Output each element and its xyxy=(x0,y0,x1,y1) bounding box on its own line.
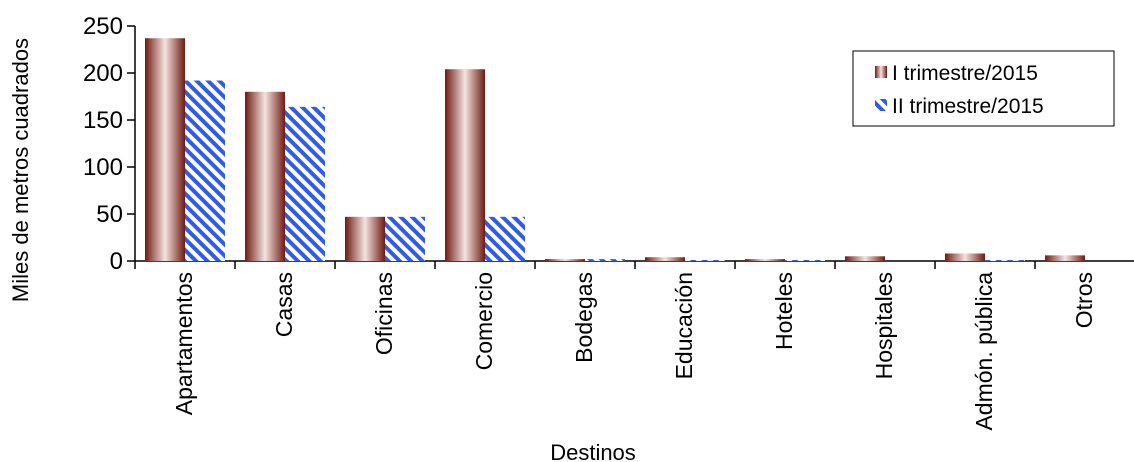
legend-label-series-0: I trimestre/2015 xyxy=(892,62,1038,85)
bar-series-0-4 xyxy=(545,259,585,261)
x-tick-label: Hoteles xyxy=(771,272,797,350)
legend: I trimestre/2015 II trimestre/2015 xyxy=(852,50,1115,127)
x-ticks: Apartamentos Casas Oficinas Comercio Bodegas… xyxy=(134,261,1097,431)
x-tick-label: Hospitales xyxy=(871,272,897,379)
y-ticks: 0 50 100 150 200 250 xyxy=(83,13,135,275)
y-axis-title: Miles de metros cuadrados xyxy=(8,38,33,302)
y-tick-label: 250 xyxy=(83,13,123,40)
x-tick-label: Admón. pública xyxy=(971,272,997,431)
y-tick-label: 100 xyxy=(83,154,123,181)
bar-series-0-0 xyxy=(145,38,185,261)
y-tick-label: 150 xyxy=(83,107,123,134)
x-tick-label: Casas xyxy=(271,272,297,337)
legend-swatch-series-1 xyxy=(875,99,887,111)
x-axis-title: Destinos xyxy=(550,440,636,462)
y-tick-label: 50 xyxy=(96,201,123,228)
x-tick-label: Comercio xyxy=(471,272,497,370)
legend-label-series-1: II trimestre/2015 xyxy=(892,95,1044,118)
bar-series-1-6 xyxy=(785,260,825,261)
x-tick-label: Bodegas xyxy=(571,272,597,363)
x-tick-label: Oficinas xyxy=(371,272,397,355)
bar-series-1-8 xyxy=(985,260,1025,261)
x-tick-label: Apartamentos xyxy=(171,272,197,415)
legend-swatch-series-0 xyxy=(875,66,887,78)
bar-series-0-1 xyxy=(245,91,285,261)
bar-series-1-3 xyxy=(485,216,525,261)
bar-series-0-3 xyxy=(445,69,485,262)
bars xyxy=(145,38,1085,262)
bar-series-0-5 xyxy=(645,257,685,261)
y-tick-label: 200 xyxy=(83,60,123,87)
x-tick-label: Educación xyxy=(671,272,697,379)
x-tick-label: Otros xyxy=(1071,272,1097,328)
bar-series-1-1 xyxy=(285,106,325,261)
bar-series-0-6 xyxy=(745,259,785,261)
bar-series-0-9 xyxy=(1045,255,1085,261)
legend-box xyxy=(852,50,1115,127)
bar-series-1-2 xyxy=(385,216,425,261)
bar-series-1-5 xyxy=(685,260,725,261)
bar-series-0-2 xyxy=(345,216,385,261)
bar-series-1-4 xyxy=(585,259,625,261)
bar-series-1-0 xyxy=(185,80,225,262)
bar-series-0-7 xyxy=(845,256,885,261)
bar-series-0-8 xyxy=(945,253,985,261)
y-tick-label: 0 xyxy=(110,248,123,275)
